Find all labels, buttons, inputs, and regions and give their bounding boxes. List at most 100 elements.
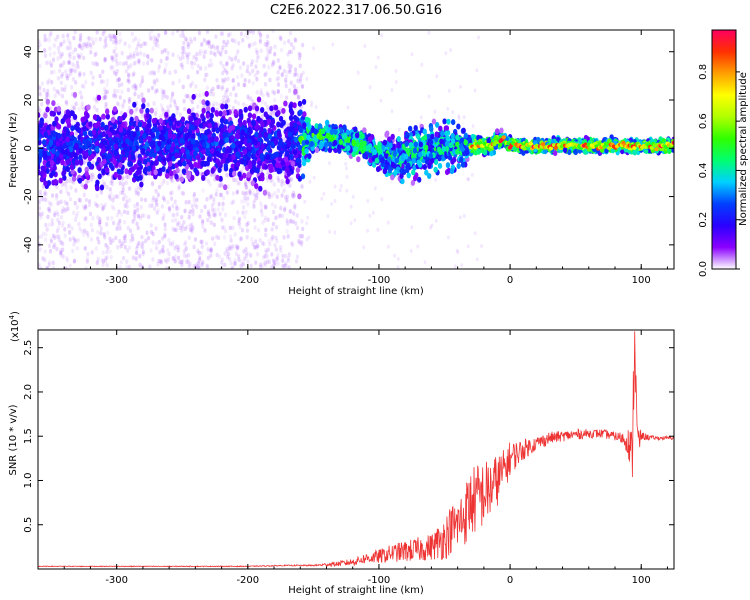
spectrogram-noise-cell <box>259 262 263 267</box>
spectrogram-noise-cell <box>52 244 56 250</box>
spectrogram-noise-cell <box>267 64 271 70</box>
spectrogram-noise-cell <box>133 208 137 214</box>
spectrogram-noise-cell <box>102 181 106 187</box>
spectrogram-noise-cell <box>368 213 372 218</box>
spectrogram-noise-cell <box>123 238 127 244</box>
spectrogram-noise-cell <box>176 106 180 111</box>
spectrogram-noise-cell <box>229 260 233 266</box>
spectrogram-noise-cell <box>251 80 255 86</box>
spectrogram-noise-cell <box>202 38 206 43</box>
spectrogram-cell <box>302 111 307 118</box>
spectrogram-noise-cell <box>284 95 289 100</box>
spectrogram-noise-cell <box>82 71 86 77</box>
spectrogram-noise-cell <box>120 212 124 217</box>
spectrogram-noise-cell <box>292 84 296 89</box>
spectrogram-noise-cell <box>49 63 53 68</box>
spectrogram-noise-cell <box>263 72 267 78</box>
spectrogram-noise-cell <box>68 60 72 65</box>
spectrogram-noise-cell <box>118 31 122 37</box>
spectrogram-noise-cell <box>346 105 350 110</box>
spectrogram-cell <box>43 180 48 187</box>
spectrogram-noise-cell <box>121 255 126 261</box>
spectrogram-noise-cell <box>262 63 266 69</box>
spectrogram-noise-cell <box>73 237 77 243</box>
spectrogram-noise-cell <box>108 33 112 38</box>
spectrogram-noise-cell <box>55 234 59 239</box>
spectrogram-noise-cell <box>266 93 270 98</box>
spectrogram-noise-cell <box>230 37 235 43</box>
spectrogram-noise-cell <box>394 80 398 85</box>
spectrogram-noise-cell <box>61 247 65 252</box>
spectrogram-cell <box>422 128 427 135</box>
spectrogram-noise-cell <box>181 258 185 264</box>
spectrogram-noise-cell <box>218 51 222 56</box>
spectrogram-noise-cell <box>134 256 138 261</box>
spectrogram-noise-cell <box>171 91 175 96</box>
spectrogram-noise-cell <box>280 183 284 188</box>
spectrogram-noise-cell <box>242 82 246 88</box>
spectrogram-noise-cell <box>182 220 186 225</box>
spectrogram-noise-cell <box>126 64 130 69</box>
spectrogram-noise-cell <box>73 30 77 35</box>
spectrogram-noise-cell <box>132 51 136 56</box>
spectrogram-noise-cell <box>295 213 299 218</box>
spectrogram-noise-cell <box>105 184 109 190</box>
spectrogram-noise-cell <box>47 222 51 228</box>
spectrogram-noise-cell <box>151 240 155 245</box>
spectrogram-noise-cell <box>47 206 51 212</box>
spectrogram-noise-cell <box>57 50 61 55</box>
spectrogram-noise-cell <box>246 259 250 264</box>
spectrogram-noise-cell <box>217 235 221 241</box>
spectrogram-noise-cell <box>136 191 141 197</box>
spectrogram-noise-cell <box>212 200 216 205</box>
spectrogram-noise-cell <box>70 85 74 90</box>
spectrogram-noise-cell <box>240 227 245 233</box>
spectrogram-cell <box>276 168 281 175</box>
spectrogram-noise-cell <box>274 225 279 230</box>
spectrogram-noise-cell <box>266 217 270 223</box>
spectrogram-noise-cell <box>263 41 267 47</box>
spectrogram-noise-cell <box>211 236 215 241</box>
spectrogram-noise-cell <box>52 43 56 48</box>
spectrogram-noise-cell <box>171 203 175 209</box>
spectrogram-noise-cell <box>180 262 184 268</box>
spectrogram-noise-cell <box>102 232 107 238</box>
spectrogram-noise-cell <box>268 194 272 199</box>
spectrogram-noise-cell <box>181 45 185 51</box>
spectrogram-noise-cell <box>288 183 292 188</box>
spectrogram-cell <box>217 167 222 174</box>
spectrogram-noise-cell <box>176 222 180 227</box>
spectrogram-noise-cell <box>126 210 130 215</box>
spectrogram-noise-cell <box>73 47 77 52</box>
spectrogram-noise-cell <box>40 113 44 119</box>
spectrogram-noise-cell <box>137 58 141 63</box>
spectrogram-noise-cell <box>259 264 263 269</box>
spectrogram-cell <box>289 109 295 116</box>
spectrogram-noise-cell <box>397 127 401 132</box>
spectrogram-noise-cell <box>427 94 431 99</box>
spectrogram-noise-cell <box>142 52 146 58</box>
spectrogram-noise-cell <box>166 248 170 253</box>
spectrogram-noise-cell <box>178 33 183 38</box>
spectrogram-noise-cell <box>123 244 127 250</box>
spectrogram-noise-cell <box>103 94 107 100</box>
spectrogram-noise-cell <box>374 186 377 191</box>
spectrogram-noise-cell <box>227 32 231 38</box>
spectrogram-noise-cell <box>249 62 254 67</box>
spectrogram-noise-cell <box>148 70 152 76</box>
spectrogram-noise-cell <box>70 116 74 122</box>
spectrogram-cell <box>201 107 206 114</box>
spectrogram-noise-cell <box>263 204 267 209</box>
spectrogram-noise-cell <box>460 263 464 268</box>
spectrogram-noise-cell <box>117 77 121 82</box>
spectrogram-noise-cell <box>69 71 73 77</box>
spectrogram-noise-cell <box>87 199 92 204</box>
spectrogram-noise-cell <box>163 258 168 263</box>
spectrogram-noise-cell <box>270 193 274 198</box>
spectrogram-noise-cell <box>276 188 281 194</box>
spectrogram-noise-cell <box>198 48 202 54</box>
spectrogram-noise-cell <box>218 211 222 217</box>
spectrogram-noise-cell <box>255 244 259 249</box>
spectrogram-noise-cell <box>149 36 153 41</box>
spectrogram-noise-cell <box>157 258 161 264</box>
